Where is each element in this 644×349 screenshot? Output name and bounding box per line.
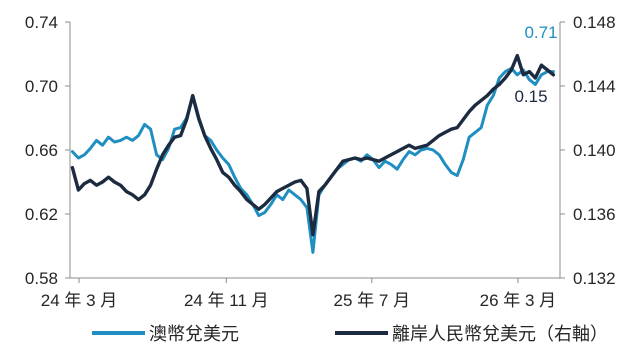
x-axis-tick-label: 24 年 3 月 [41,291,118,310]
left-axis-tick-label: 0.74 [25,13,58,32]
left-axis-tick-label: 0.66 [25,141,58,160]
annotation-label: 0.71 [524,23,557,42]
offshore-cny-usd-series-line [70,53,556,237]
left-axis-tick-label: 0.58 [25,269,58,288]
legend-swatch-aud-usd [92,331,145,335]
left-axis-tick-label: 0.70 [25,77,58,96]
x-axis-tick-label: 24 年 11 月 [184,291,269,310]
legend-item-aud-usd: 澳幣兌美元 [92,321,239,345]
legend-item-offshore-cny-usd: 離岸人民幣兌美元（右軸） [335,321,608,345]
x-axis-tick-label: 25 年 7 月 [334,291,411,310]
right-axis-tick-label: 0.140 [573,141,616,160]
right-axis-tick-label: 0.144 [573,77,616,96]
right-axis-tick-label: 0.148 [573,13,616,32]
annotation-label: 0.15 [514,87,547,106]
right-axis-tick-label: 0.132 [573,269,616,288]
aud-usd-series-line [70,66,555,254]
x-axis-tick-label: 26 年 3 月 [480,291,557,310]
legend-label-aud-usd: 澳幣兌美元 [149,324,239,344]
legend-label-offshore-cny-usd: 離岸人民幣兌美元（右軸） [392,324,608,344]
right-axis-tick-label: 0.136 [573,205,616,224]
left-axis-tick-label: 0.62 [25,205,58,224]
legend: 澳幣兌美元 離岸人民幣兌美元（右軸） [0,321,644,345]
legend-swatch-offshore-cny-usd [335,331,388,335]
